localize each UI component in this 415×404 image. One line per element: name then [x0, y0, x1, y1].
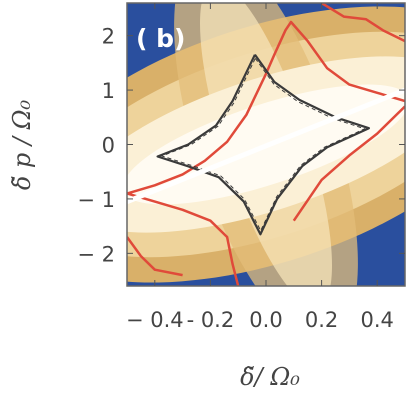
y-axis-ticks: 2 1 0 − 1 − 2	[77, 25, 405, 266]
white-diagonal-line	[127, 87, 405, 204]
heatmap-band	[127, 3, 405, 286]
x-tick-label: 0.0	[249, 308, 282, 332]
x-axis-ticks: − 0.4- 0.2 0.0 0.2 0.4	[126, 3, 394, 332]
y-tick-label: − 1	[77, 188, 115, 212]
y-tick-label: 1	[102, 79, 115, 103]
panel-label: ( b)	[136, 24, 185, 53]
black-contour	[156, 54, 370, 236]
red-contour-outer	[127, 192, 240, 286]
red-contour-topright	[320, 3, 405, 43]
x-tick-label: 0.4	[360, 308, 393, 332]
plot-area	[127, 3, 405, 286]
black-contour-dashed	[161, 58, 366, 232]
y-axis-label: δ̃ p / Ω₀	[8, 99, 36, 190]
x-tick-label: 0.2	[305, 308, 338, 332]
x-axis-label: δ̃/ Ω₀	[240, 363, 300, 391]
y-tick-label: − 2	[77, 242, 115, 266]
red-contour-right	[292, 105, 405, 222]
contour-lines	[127, 3, 405, 286]
y-tick-label: 2	[102, 25, 115, 49]
y-tick-label: 0	[102, 134, 115, 158]
x-tick-label: - 0.2	[187, 308, 235, 332]
x-tick-label: − 0.4	[126, 308, 184, 332]
red-contour-bottomleft	[127, 236, 183, 277]
red-contour-inner	[127, 20, 405, 195]
